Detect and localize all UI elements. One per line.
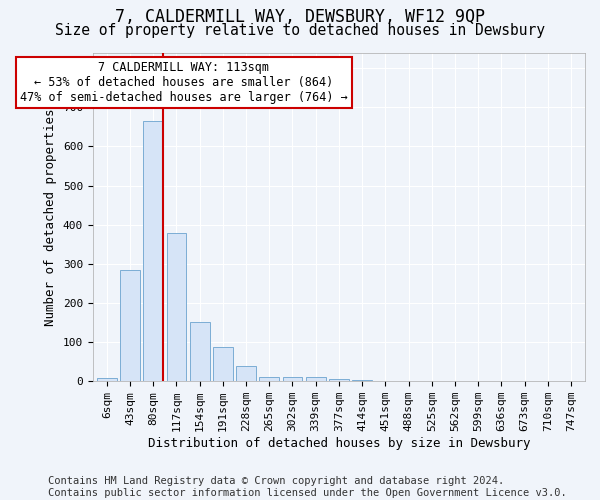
Bar [190,322,209,381]
Bar [236,366,256,381]
Text: 7 CALDERMILL WAY: 113sqm
← 53% of detached houses are smaller (864)
47% of semi-: 7 CALDERMILL WAY: 113sqm ← 53% of detach… [20,60,348,104]
Text: Size of property relative to detached houses in Dewsbury: Size of property relative to detached ho… [55,22,545,38]
Bar [167,234,186,381]
Text: Contains HM Land Registry data © Crown copyright and database right 2024.
Contai: Contains HM Land Registry data © Crown c… [48,476,567,498]
Bar [329,380,349,381]
X-axis label: Distribution of detached houses by size in Dewsbury: Distribution of detached houses by size … [148,437,530,450]
Y-axis label: Number of detached properties: Number of detached properties [44,108,58,326]
Bar [259,376,279,381]
Text: 7, CALDERMILL WAY, DEWSBURY, WF12 9QP: 7, CALDERMILL WAY, DEWSBURY, WF12 9QP [115,8,485,26]
Bar [120,270,140,381]
Bar [352,380,372,381]
Bar [97,378,116,381]
Bar [143,121,163,381]
Bar [306,378,326,381]
Bar [213,347,233,381]
Bar [283,376,302,381]
